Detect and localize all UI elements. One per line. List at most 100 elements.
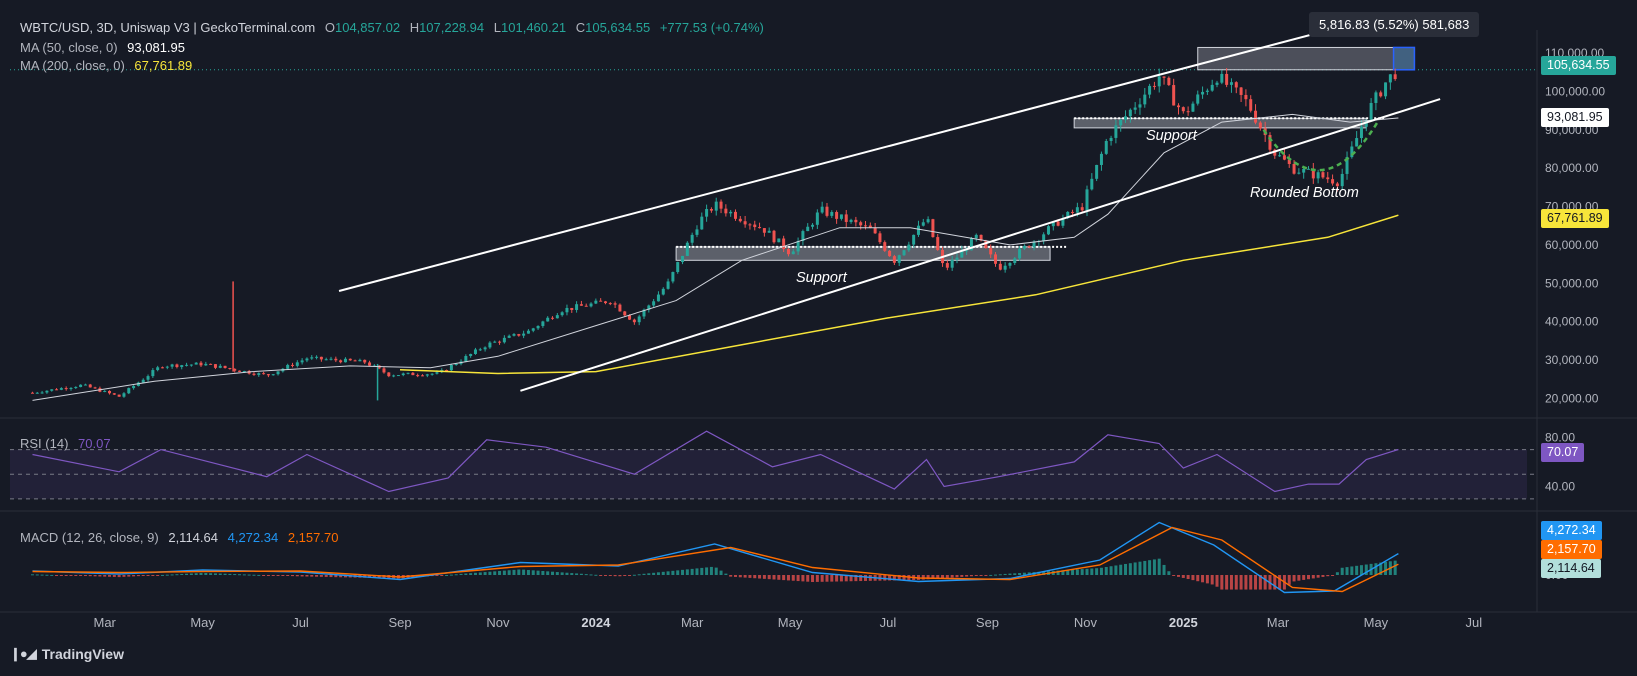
macd-histogram-bar	[160, 574, 164, 576]
macd-histogram-bar	[950, 575, 954, 578]
candle-body	[1176, 105, 1180, 108]
measure-tooltip: 5,816.83 (5.52%) 581,683	[1309, 12, 1480, 37]
candle-body	[1085, 189, 1089, 211]
candle-body	[1350, 146, 1354, 158]
candle-body	[30, 392, 34, 394]
rsi-label: RSI (14)	[20, 436, 69, 451]
macd-histogram-bar	[1124, 563, 1128, 575]
candle-body	[1162, 76, 1166, 78]
ma200-legend[interactable]: MA (200, close, 0) 67,761.89	[20, 58, 198, 74]
macd-histogram-bar	[777, 575, 781, 580]
candle-body	[189, 364, 193, 366]
macd-histogram-bar	[806, 575, 810, 582]
support-zone	[675, 246, 1051, 261]
macd-histogram-bar	[628, 575, 632, 576]
candle-body	[618, 304, 622, 312]
ma50-price-badge: 93,081.95	[1541, 108, 1609, 127]
macd-histogram-bar	[132, 575, 136, 577]
candle-body	[146, 376, 150, 380]
symbol-title[interactable]: WBTC/USD, 3D, Uniswap V3 | GeckoTerminal…	[20, 20, 316, 35]
x-tick-label: 2024	[581, 615, 611, 630]
candle-body	[1128, 109, 1132, 117]
candle-body	[849, 219, 853, 222]
ma50-legend[interactable]: MA (50, close, 0) 93,081.95	[20, 40, 191, 56]
candle-body	[319, 356, 323, 360]
macd-histogram-bar	[1138, 561, 1142, 575]
high-label: H	[409, 20, 420, 35]
macd-histogram-bar	[888, 575, 892, 581]
macd-histogram-bar	[1013, 573, 1017, 575]
macd-histogram-bar	[257, 574, 261, 576]
macd-histogram-bar	[103, 575, 107, 577]
macd-histogram-bar	[782, 575, 786, 581]
macd-histogram-bar	[464, 573, 468, 575]
macd-histogram-bar	[218, 573, 222, 575]
macd-histogram-bar	[830, 575, 834, 582]
macd-histogram-bar	[233, 574, 237, 576]
candle-body	[1080, 207, 1084, 211]
candle-body	[950, 259, 954, 268]
candle-body	[936, 237, 940, 250]
candle-body	[782, 238, 786, 250]
macd-histogram-bar	[315, 575, 319, 577]
macd-histogram-bar	[594, 574, 598, 576]
macd-histogram-bar	[1393, 560, 1397, 575]
candle-body	[546, 317, 550, 322]
ohlc-values: O104,857.02 H107,228.94 L101,460.21 C105…	[325, 20, 770, 35]
rsi-legend[interactable]: RSI (14) 70.07	[20, 436, 117, 452]
candle-body	[517, 334, 521, 336]
macd-histogram-bar	[681, 569, 685, 575]
candle-body	[1008, 263, 1012, 266]
candle-body	[483, 347, 487, 350]
macd-legend[interactable]: MACD (12, 26, close, 9) 2,114.64 4,272.3…	[20, 530, 344, 546]
candle-body	[209, 363, 213, 365]
hist-badge: 2,114.64	[1541, 559, 1601, 578]
open-value: 104,857.02	[334, 20, 401, 35]
macd-hist-value: 2,114.64	[168, 530, 218, 545]
macd-histogram-bar	[286, 575, 290, 576]
candle-body	[729, 211, 733, 214]
candle-body	[907, 244, 911, 251]
macd-histogram-bar	[1181, 575, 1185, 578]
candle-body	[266, 374, 270, 376]
macd-histogram-bar	[319, 575, 323, 577]
candle-body	[74, 387, 78, 389]
x-tick-label: May	[190, 615, 215, 630]
macd-histogram-bar	[801, 575, 805, 582]
macd-histogram-bar	[1061, 570, 1065, 575]
macd-histogram-bar	[276, 575, 280, 576]
candle-body	[310, 357, 314, 359]
candle-body	[844, 214, 848, 222]
candle-body	[984, 240, 988, 249]
candle-body	[103, 390, 107, 392]
macd-histogram-bar	[936, 575, 940, 579]
macd-histogram-bar	[1191, 575, 1195, 581]
candle-body	[1143, 94, 1147, 105]
macd-histogram-bar	[295, 575, 299, 577]
macd-histogram-bar	[122, 575, 126, 577]
candle-body	[979, 234, 983, 241]
candle-body	[714, 201, 718, 211]
macd-histogram-bar	[1196, 575, 1200, 582]
macd-histogram-bar	[151, 575, 155, 576]
macd-histogram-bar	[1379, 562, 1383, 575]
candle-body	[632, 319, 636, 323]
low-value: 101,460.21	[501, 20, 567, 35]
x-tick-label: Nov	[486, 615, 510, 630]
macd-histogram-bar	[170, 574, 174, 576]
macd-histogram-bar	[310, 575, 314, 577]
x-tick-label: Jul	[292, 615, 309, 630]
macd-histogram-bar	[676, 570, 680, 575]
candle-body	[411, 372, 415, 376]
candle-body	[623, 311, 627, 316]
candle-body	[989, 248, 993, 255]
macd-histogram-bar	[74, 575, 78, 576]
macd-histogram-bar	[502, 570, 506, 575]
candle-body	[603, 301, 607, 304]
macd-histogram-bar	[300, 575, 304, 577]
candle-body	[1340, 173, 1344, 187]
macd-label: MACD (12, 26, close, 9)	[20, 530, 159, 545]
candle-body	[204, 363, 208, 366]
tradingview-brand[interactable]: ❙●◢ TradingView	[10, 646, 124, 662]
